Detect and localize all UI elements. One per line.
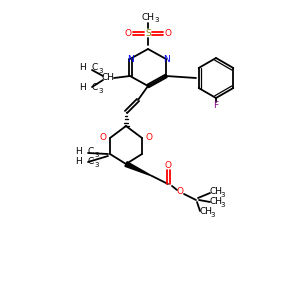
Text: F: F <box>213 101 219 110</box>
Text: O: O <box>176 188 184 196</box>
Text: O: O <box>146 134 153 142</box>
Text: H: H <box>75 148 82 157</box>
Text: 3: 3 <box>98 68 103 74</box>
Polygon shape <box>125 162 152 176</box>
Text: O: O <box>164 28 172 38</box>
Text: O: O <box>164 160 172 169</box>
Text: CH: CH <box>200 208 213 217</box>
Text: O: O <box>124 28 131 38</box>
Text: C: C <box>91 64 97 73</box>
Text: C: C <box>91 83 97 92</box>
Text: H: H <box>79 83 86 92</box>
Text: 3: 3 <box>210 212 214 218</box>
Text: CH: CH <box>210 188 223 196</box>
Text: 3: 3 <box>220 192 224 198</box>
Text: 3: 3 <box>220 202 224 208</box>
Text: CH: CH <box>142 14 154 22</box>
Text: CH: CH <box>101 74 115 82</box>
Text: C: C <box>87 158 93 166</box>
Text: C: C <box>87 148 93 157</box>
Text: O: O <box>99 134 106 142</box>
Text: CH: CH <box>210 197 223 206</box>
Text: H: H <box>79 64 86 73</box>
Text: 3: 3 <box>94 162 98 168</box>
Text: N: N <box>163 55 170 64</box>
Text: 3: 3 <box>155 17 159 23</box>
Text: H: H <box>75 158 82 166</box>
Text: 3: 3 <box>98 88 103 94</box>
Text: 3: 3 <box>94 152 98 158</box>
Text: S: S <box>145 28 151 38</box>
Text: N: N <box>127 55 134 64</box>
